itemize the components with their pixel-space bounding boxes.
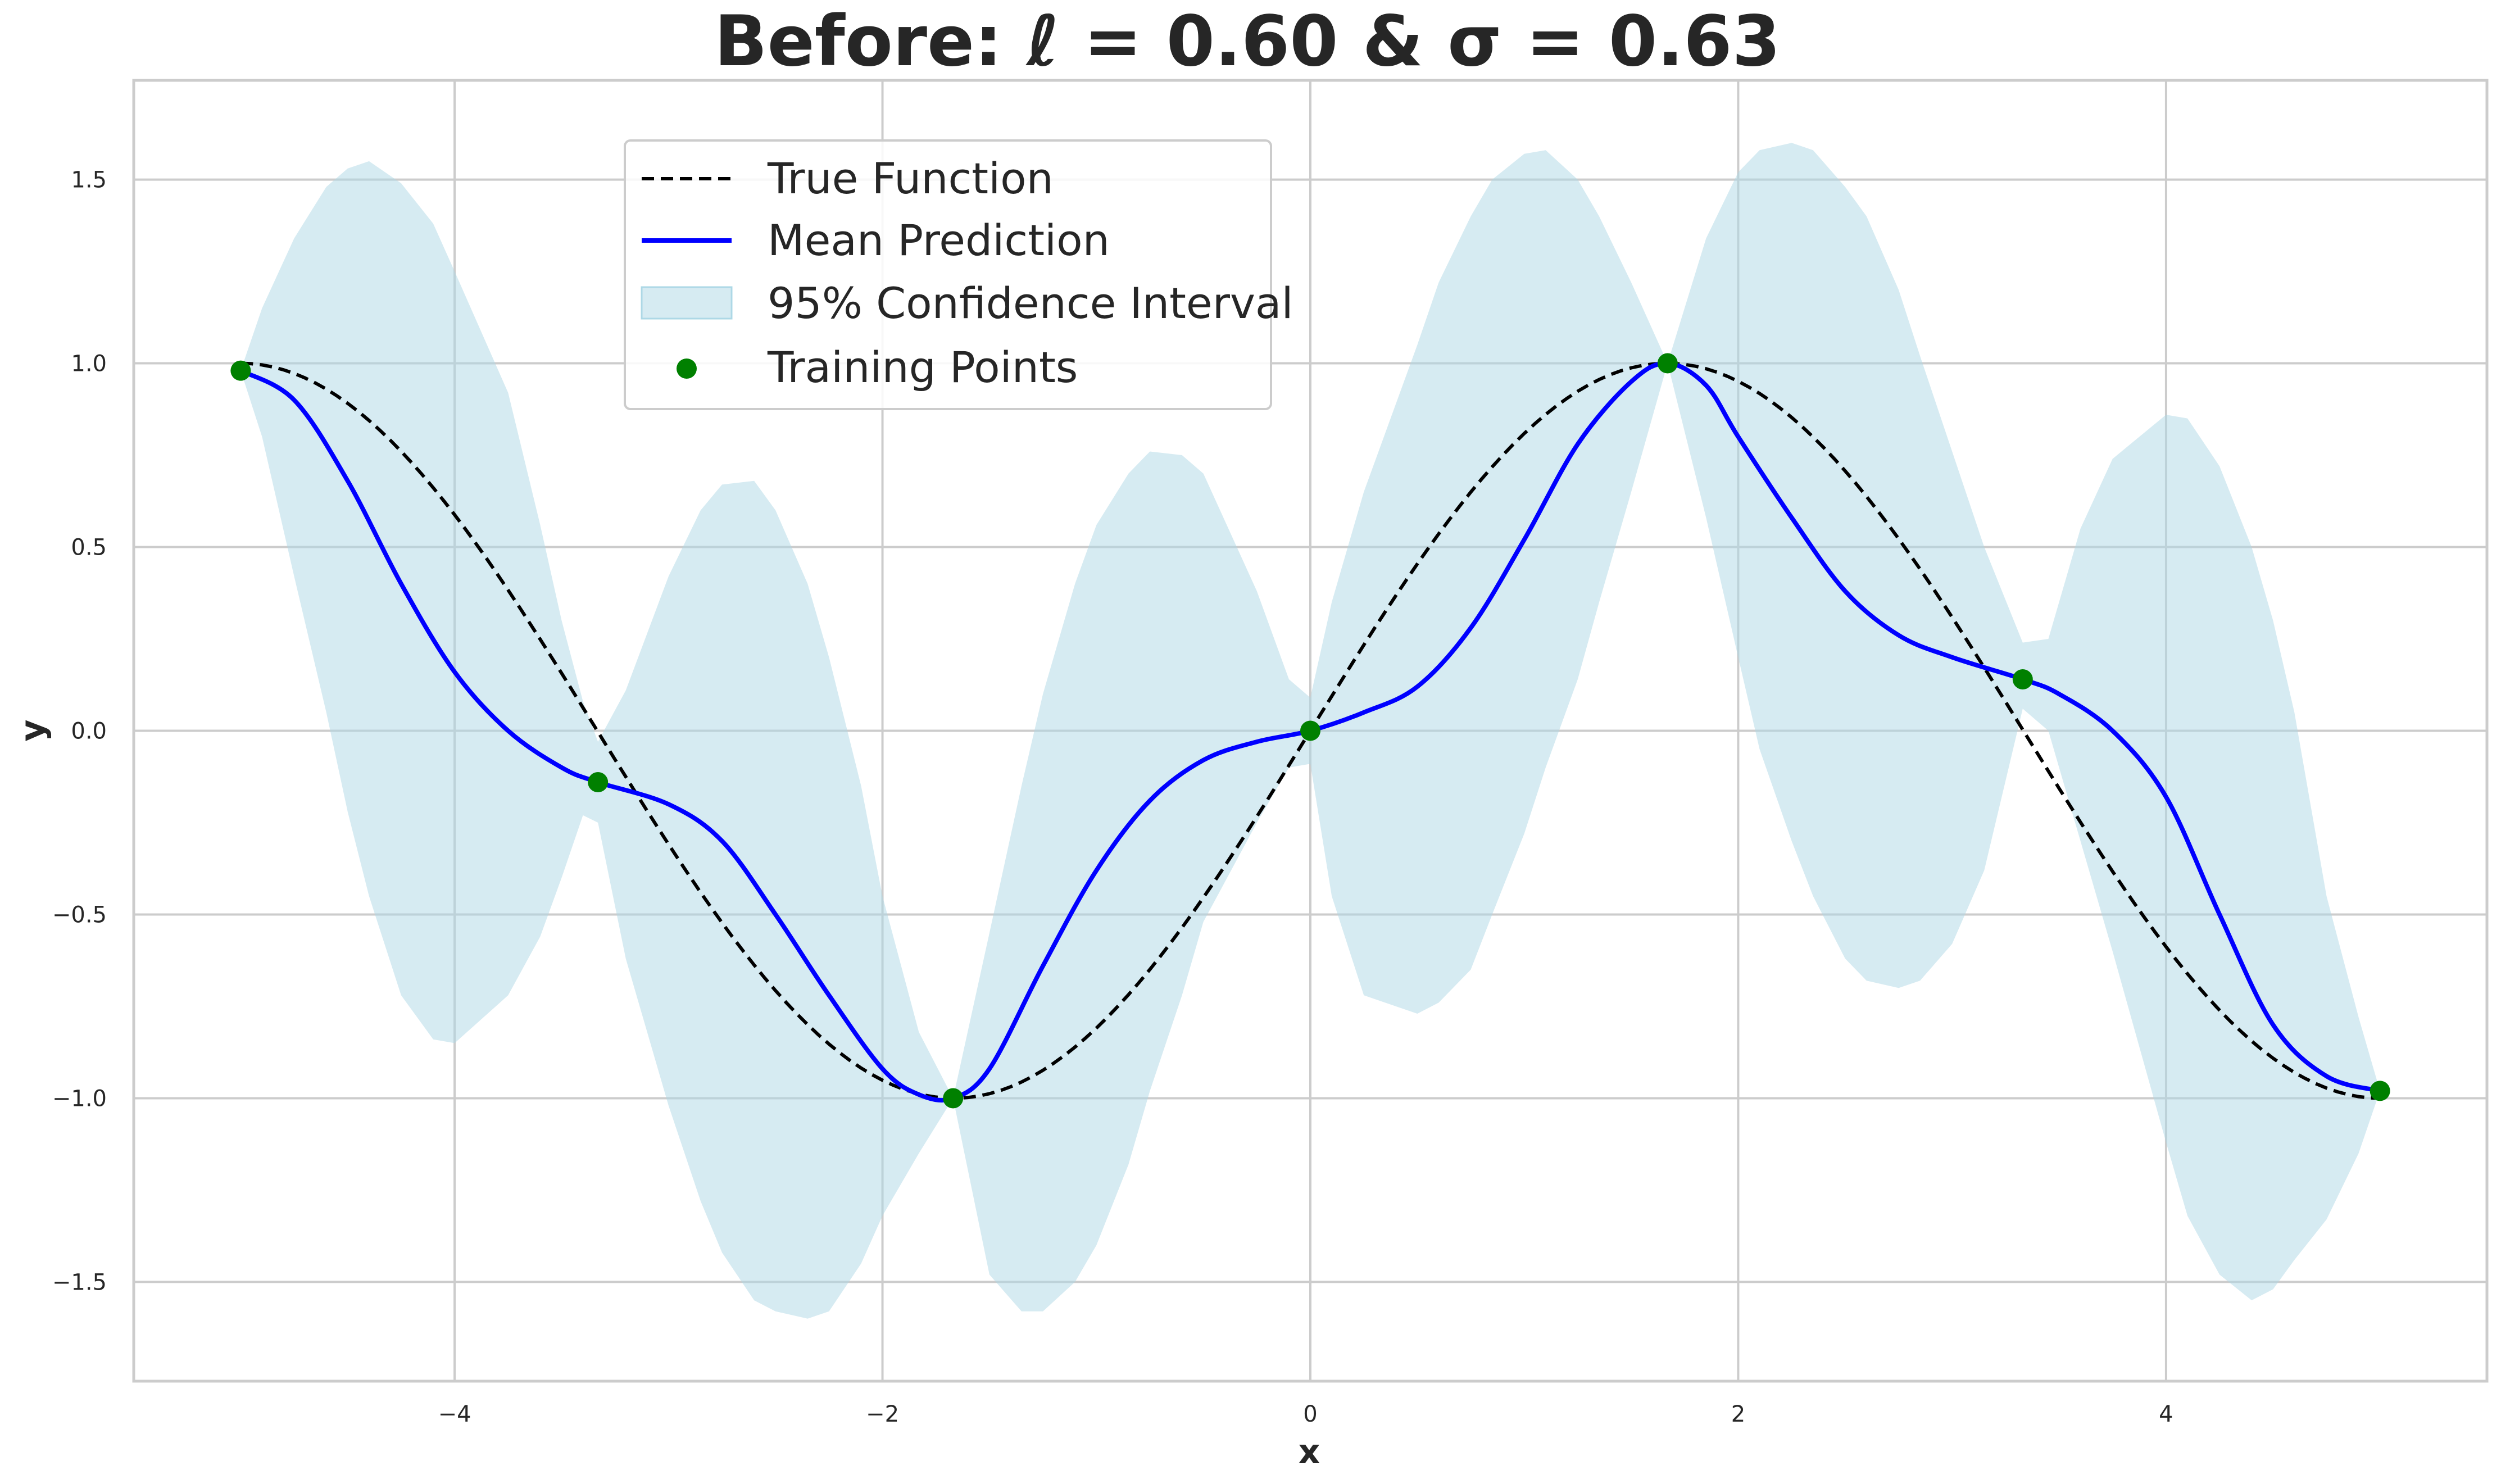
training-point — [2012, 669, 2033, 689]
legend: True Function Mean Prediction 95% Confid… — [624, 139, 1293, 410]
training-points-layer — [230, 353, 2390, 1109]
y-tick-label: 0.5 — [71, 535, 107, 561]
legend-swatch-training-points — [677, 358, 697, 379]
training-point — [1300, 720, 1320, 741]
x-tick-label: −2 — [866, 1401, 899, 1427]
legend-label-training-points: Training Points — [767, 342, 1078, 392]
y-tick-label: 0.0 — [71, 719, 107, 745]
legend-label-confidence-interval: 95% Confidence Interval — [768, 278, 1293, 328]
x-axis-label: x — [1299, 1432, 1320, 1472]
x-tick-label: 0 — [1303, 1401, 1317, 1427]
legend-box — [624, 139, 1272, 410]
training-point — [1657, 353, 1678, 374]
training-point — [2370, 1081, 2390, 1101]
training-point — [230, 360, 251, 381]
x-tick-label: −4 — [438, 1401, 471, 1427]
plot-frame — [132, 79, 2489, 1383]
legend-label-mean-prediction: Mean Prediction — [768, 215, 1110, 265]
y-tick-label: 1.5 — [71, 167, 107, 193]
x-tick-label: 4 — [2159, 1401, 2173, 1427]
x-tick-label: 2 — [1731, 1401, 1745, 1427]
training-point — [943, 1088, 964, 1109]
y-tick-label: −1.0 — [52, 1086, 107, 1111]
y-axis-label: y — [13, 719, 52, 741]
y-tick-label: −0.5 — [52, 902, 107, 928]
y-tick-label: −1.5 — [52, 1269, 107, 1295]
training-point — [588, 772, 609, 793]
chart-title: Before: ℓ = 0.60 & σ = 0.63 — [714, 1, 1781, 82]
y-tick-label: 1.0 — [71, 351, 107, 377]
tick-labels: −4 −2 0 2 4 −1.5 −1.0 −0.5 0.0 0.5 1.0 1.5 — [52, 167, 2173, 1427]
legend-swatch-confidence-interval — [641, 286, 733, 320]
legend-label-true-function: True Function — [767, 153, 1054, 203]
